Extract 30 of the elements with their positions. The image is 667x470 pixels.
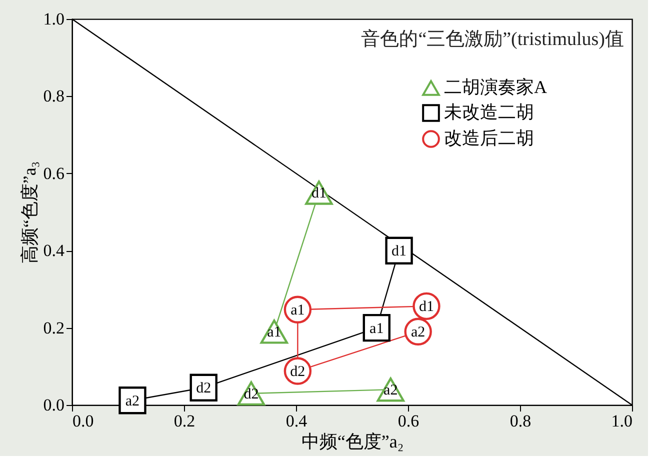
x-tick-label: 0.0 <box>72 412 94 430</box>
annotation: a2 <box>384 382 398 399</box>
y-tick-label: 1.0 <box>43 10 64 28</box>
text: 音色的“三色激励”(tristimulus)值 <box>361 28 624 50</box>
y-axis-title: 高频“色度”a₃ <box>19 161 40 264</box>
x-tick-label: 0.8 <box>510 412 532 430</box>
x-tick-label: 0.4 <box>286 412 308 430</box>
annotation: a1 <box>370 320 384 337</box>
legend-label: 二胡演奏家A <box>444 77 547 97</box>
annotation: a2 <box>410 324 426 341</box>
y-tick-label: 0.0 <box>43 396 64 414</box>
x-axis-title: 中频“色度”a₂ <box>301 432 404 452</box>
y-tick-label: 0.4 <box>43 241 65 260</box>
annotation: d1 <box>418 299 434 316</box>
annotation: a1 <box>290 302 305 319</box>
annotation: d1 <box>392 244 407 260</box>
y-tick-label: 0.2 <box>43 318 64 338</box>
legend-label: 改造后二胡 <box>444 128 534 148</box>
annotation: d2 <box>244 386 259 402</box>
y-tick-label: 0.8 <box>43 86 64 106</box>
x-tick-label: 1.0 <box>611 412 632 430</box>
annotation: d2 <box>290 364 306 380</box>
annotation: a2 <box>125 393 140 410</box>
x-tick-label: 0.2 <box>174 412 196 430</box>
legend-label: 未改造二胡 <box>444 102 534 122</box>
annotation: d2 <box>196 380 212 397</box>
annotation: a1 <box>267 324 282 341</box>
y-tick-label: 0.6 <box>43 164 64 183</box>
annotation: d1 <box>311 186 326 202</box>
x-tick-label: 0.6 <box>398 412 420 430</box>
